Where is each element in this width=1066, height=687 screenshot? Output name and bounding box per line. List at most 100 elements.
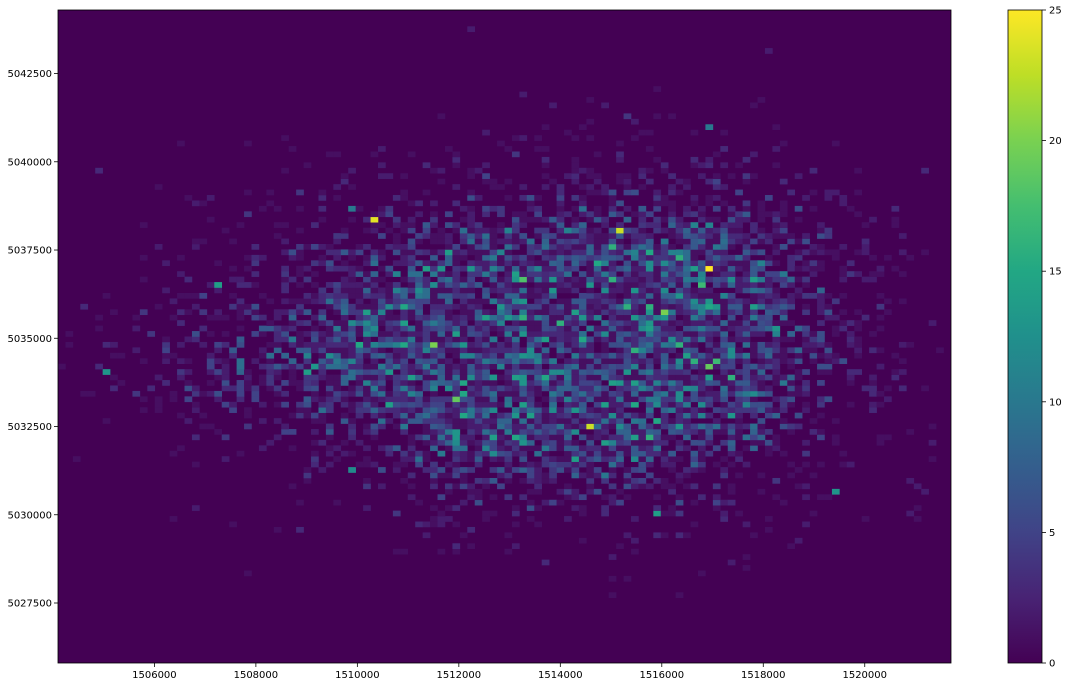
heatmap-cell xyxy=(742,374,751,381)
heatmap-cell xyxy=(794,205,803,212)
heatmap-cell xyxy=(273,331,282,337)
heatmap-cell xyxy=(772,439,781,446)
heatmap-cell xyxy=(363,347,371,354)
heatmap-cell xyxy=(720,276,729,283)
heatmap-cell xyxy=(571,488,580,495)
heatmap-cell xyxy=(809,336,818,343)
heatmap-cell xyxy=(474,254,483,261)
heatmap-cell xyxy=(564,461,572,468)
heatmap-cell xyxy=(817,331,825,337)
heatmap-cell xyxy=(705,374,714,381)
heatmap-cell xyxy=(459,265,468,272)
heatmap-cell xyxy=(593,445,602,452)
heatmap-cell xyxy=(452,380,461,386)
heatmap-cell xyxy=(645,434,654,441)
heatmap-cell xyxy=(653,222,662,228)
heatmap-cell xyxy=(586,358,595,365)
heatmap-cell xyxy=(400,243,409,250)
heatmap-cell xyxy=(593,450,602,457)
heatmap-cell xyxy=(430,271,438,277)
heatmap-cell xyxy=(534,325,543,332)
heatmap-cell xyxy=(653,336,662,343)
heatmap-cell xyxy=(407,483,416,490)
heatmap-cell xyxy=(631,260,639,267)
heatmap-cell xyxy=(325,282,334,288)
heatmap-cell xyxy=(497,282,505,288)
heatmap-cell xyxy=(452,276,461,283)
heatmap-cell xyxy=(534,309,543,316)
heatmap-cell xyxy=(564,407,572,413)
heatmap-cell xyxy=(452,347,461,354)
heatmap-cell xyxy=(363,363,371,370)
heatmap-cell xyxy=(690,298,699,305)
heatmap-cell xyxy=(675,592,684,598)
heatmap-cell xyxy=(750,287,758,294)
heatmap-cell xyxy=(519,369,528,375)
heatmap-cell xyxy=(608,445,617,452)
heatmap-cell xyxy=(645,347,654,354)
heatmap-cell xyxy=(139,254,148,261)
heatmap-cell xyxy=(444,407,453,413)
heatmap-cell xyxy=(690,309,699,316)
heatmap-cell xyxy=(817,287,825,294)
heatmap-cell xyxy=(504,385,513,392)
heatmap-cell xyxy=(415,238,423,245)
heatmap-cell xyxy=(690,331,699,337)
heatmap-cell xyxy=(459,309,468,316)
heatmap-cell xyxy=(705,434,714,441)
heatmap-cell xyxy=(333,445,342,452)
heatmap-cell xyxy=(511,358,520,365)
x-tick-label: 1518000 xyxy=(741,670,786,681)
heatmap-cell xyxy=(392,216,401,223)
heatmap-cell xyxy=(764,298,773,305)
heatmap-cell xyxy=(541,445,550,452)
heatmap-cell xyxy=(623,331,632,337)
heatmap-cell xyxy=(638,325,647,332)
heatmap-cell xyxy=(705,309,714,316)
heatmap-cell xyxy=(779,320,788,326)
heatmap-cell xyxy=(355,325,364,332)
heatmap-cell xyxy=(601,189,609,196)
heatmap-cell xyxy=(422,260,431,267)
heatmap-cell xyxy=(392,238,401,245)
heatmap-cell xyxy=(824,309,833,316)
heatmap-cell xyxy=(831,418,840,424)
y-tick-label: 5042500 xyxy=(7,69,52,80)
heatmap-cell xyxy=(422,276,431,283)
heatmap-cell xyxy=(497,352,505,359)
heatmap-cell xyxy=(526,276,535,283)
heatmap-cell xyxy=(839,358,848,365)
heatmap-cell xyxy=(578,472,587,479)
heatmap-cell xyxy=(400,369,409,375)
heatmap-cell xyxy=(437,347,446,354)
heatmap-cell xyxy=(846,380,855,386)
heatmap-cell xyxy=(370,374,379,381)
heatmap-cell xyxy=(452,265,461,272)
heatmap-cell xyxy=(318,467,327,473)
heatmap-cell xyxy=(392,548,401,555)
heatmap-cell xyxy=(489,396,498,403)
heatmap-cell xyxy=(750,303,758,310)
heatmap-cell xyxy=(638,461,647,468)
heatmap-cell xyxy=(586,341,595,348)
heatmap-cell xyxy=(787,363,796,370)
heatmap-cell xyxy=(608,243,617,250)
heatmap-cell xyxy=(407,249,416,256)
heatmap-cell xyxy=(281,401,289,408)
heatmap-cell xyxy=(534,418,543,424)
heatmap-cell xyxy=(697,243,706,250)
heatmap-cell xyxy=(340,396,349,403)
heatmap-cell xyxy=(802,292,810,299)
heatmap-cell xyxy=(638,205,647,212)
heatmap-cell xyxy=(482,320,490,326)
heatmap-cell xyxy=(757,276,766,283)
heatmap-cell xyxy=(474,461,483,468)
heatmap-cell xyxy=(377,314,386,321)
heatmap-cell xyxy=(474,499,483,506)
heatmap-cell xyxy=(526,390,535,397)
heatmap-cell xyxy=(363,380,371,386)
heatmap-cell xyxy=(459,336,468,343)
heatmap-cell xyxy=(392,282,401,288)
heatmap-cell xyxy=(154,184,163,190)
heatmap-cell xyxy=(132,314,141,321)
